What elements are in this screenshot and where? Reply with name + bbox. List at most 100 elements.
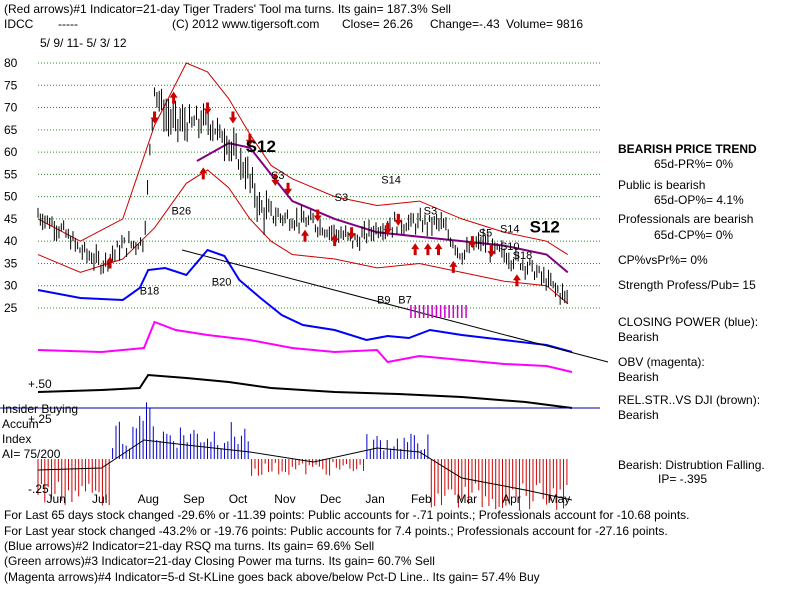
- red-arrow-icon: [347, 227, 356, 240]
- relstr-label: REL.STR..VS DJI (brown):: [618, 393, 761, 407]
- trend-line: [181, 249, 609, 363]
- signal-label: S3: [335, 192, 348, 204]
- red-arrow-icon: [383, 222, 392, 235]
- y-axis-ticks: 80 75 70 65 60 55 50 45 40 35 30 25: [4, 56, 18, 315]
- trend-title: BEARISH PRICE TREND: [618, 142, 757, 156]
- footer-indicator-2: (Blue arrows)#2 Indicator=21-day RSQ ma …: [4, 539, 375, 553]
- cp-value: 65d-CP%= 0%: [654, 228, 734, 242]
- x-tick-label: Dec: [320, 492, 341, 506]
- accum-tick-label: +.50: [28, 377, 52, 391]
- relstr-line: [37, 373, 573, 409]
- ai-value: AI= 75/200: [2, 447, 61, 461]
- red-arrow-icon: [150, 111, 159, 124]
- red-arrow-icon: [411, 243, 420, 256]
- closing-power-line: [37, 248, 573, 353]
- accum-label: Accum: [2, 417, 39, 431]
- relstr-status: Bearish: [618, 408, 659, 422]
- op-value: 65d-OP%= 4.1%: [654, 193, 744, 207]
- x-tick-label: May: [548, 492, 571, 506]
- x-tick-label: Jul: [92, 492, 107, 506]
- y-tick-label: 70: [4, 101, 18, 115]
- accumulation-histogram: +.50 +.25 -.25: [0, 377, 600, 511]
- x-tick-label: Nov: [274, 492, 295, 506]
- x-tick-label: Mar: [457, 492, 478, 506]
- date-range: 5/ 9/ 11- 5/ 3/ 12: [40, 36, 127, 50]
- index-label: Index: [2, 432, 32, 446]
- cp-vs-pr: CP%vsPr%= 0%: [618, 253, 708, 267]
- symbol-dashes: -----: [58, 17, 78, 31]
- x-tick-label: Jun: [46, 492, 65, 506]
- y-tick-label: 65: [4, 123, 18, 137]
- signal-label: B9: [377, 295, 390, 307]
- ma-line: [196, 142, 569, 274]
- closing-power-label: CLOSING POWER (blue):: [618, 315, 759, 329]
- red-arrow-icon: [512, 274, 521, 287]
- signal-label: S3: [424, 205, 437, 217]
- signal-label: S3: [271, 170, 284, 182]
- y-tick-label: 45: [4, 212, 18, 226]
- accum-tick-label: -.25: [28, 482, 49, 496]
- signal-label: S12: [530, 217, 560, 236]
- symbol: IDCC: [4, 17, 34, 31]
- red-arrow-icon: [199, 167, 208, 180]
- change-value: Change=-.43: [430, 17, 500, 31]
- y-tick-label: 55: [4, 167, 18, 181]
- red-arrow-icon: [487, 245, 496, 258]
- x-tick-label: Aug: [138, 492, 159, 506]
- footer-year: For Last year stock changed -43.2% or -1…: [4, 524, 668, 538]
- x-tick-label: Jan: [365, 492, 384, 506]
- red-arrow-icon: [330, 234, 339, 247]
- obv-label: OBV (magenta):: [618, 355, 705, 369]
- signal-label: S5: [479, 228, 492, 240]
- volume-value: Volume= 9816: [506, 17, 584, 31]
- red-arrow-icon: [434, 243, 443, 256]
- footer-65day: For Last 65 days stock changed -29.6% or…: [4, 508, 690, 522]
- pr-value: 65d-PR%= 0%: [654, 157, 734, 171]
- obv-status: Bearish: [618, 370, 659, 384]
- signal-label: S14: [500, 223, 520, 235]
- public-status: Public is bearish: [618, 178, 706, 192]
- red-arrow-icon: [284, 182, 293, 195]
- red-arrow-icon: [449, 260, 458, 273]
- signal-label: B20: [212, 277, 232, 289]
- copyright: (C) 2012 www.tigersoft.com: [172, 17, 320, 31]
- y-tick-label: 75: [4, 78, 18, 92]
- strength-value: Strength Profess/Pub= 15: [618, 278, 756, 292]
- signal-label: S12: [246, 137, 276, 156]
- x-axis-ticks: Jun Jul Aug Sep Oct Nov Dec Jan Feb Mar Apr May: [46, 492, 570, 506]
- red-arrow-icon: [245, 133, 254, 146]
- x-tick-label: Feb: [411, 492, 432, 506]
- red-arrow-icon: [423, 243, 432, 256]
- chart-grid: [38, 62, 600, 309]
- y-tick-label: 35: [4, 256, 18, 270]
- price-bars: [37, 87, 568, 305]
- signal-label: S18: [513, 250, 533, 262]
- x-tick-label: Apr: [502, 492, 521, 506]
- y-tick-label: 50: [4, 190, 18, 204]
- y-tick-label: 60: [4, 145, 18, 159]
- red-arrow-icon: [228, 111, 237, 124]
- red-arrow-icon: [313, 209, 322, 222]
- x-tick-label: Oct: [229, 492, 248, 506]
- upper-band-line: [37, 62, 569, 255]
- y-tick-label: 40: [4, 234, 18, 248]
- red-arrow-icon: [106, 256, 115, 269]
- ip-value: IP= -.395: [658, 472, 708, 486]
- signal-label: S14: [381, 174, 401, 186]
- signal-arrows: [106, 91, 521, 318]
- closing-power-status: Bearish: [618, 330, 659, 344]
- signal-label: S10: [500, 241, 520, 253]
- footer-indicator-3: (Green arrows)#3 Indicator=21-day Closin…: [4, 554, 435, 568]
- signal-label: B26: [172, 205, 192, 217]
- pros-status: Professionals are bearish: [618, 212, 754, 226]
- obv-line: [37, 320, 573, 373]
- indicator-lines: [37, 248, 609, 409]
- footer-indicator-4: (Magenta arrows)#4 Indicator=5-d St-KLin…: [4, 570, 540, 584]
- close-value: Close= 26.26: [342, 17, 414, 31]
- signal-label: B7: [398, 295, 411, 307]
- red-arrow-icon: [301, 229, 309, 242]
- red-arrow-icon: [271, 173, 280, 186]
- lower-band-line: [37, 169, 569, 304]
